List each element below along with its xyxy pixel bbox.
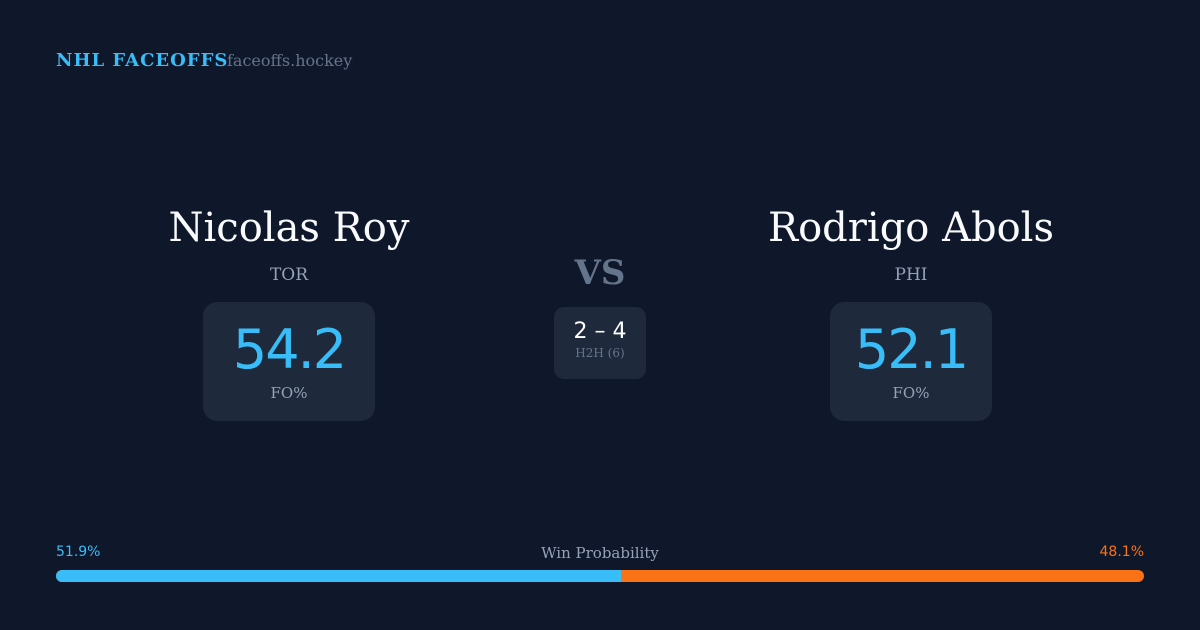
left-win-pct: 51.9% — [56, 544, 101, 560]
right-player-team: PHI — [894, 265, 928, 285]
left-fo-value: 54.2 — [232, 318, 347, 381]
h2h-label: H2H (6) — [575, 346, 625, 360]
vs-label: VS — [574, 253, 626, 293]
left-fo-label: FO% — [270, 384, 308, 402]
win-probability-left-fill — [56, 570, 621, 582]
site-domain: faceoffs.hockey — [227, 51, 353, 70]
win-probability-label: Win Probability — [541, 544, 659, 562]
win-probability-bar — [56, 570, 1144, 582]
right-fo-label: FO% — [892, 384, 930, 402]
h2h-score: 2 – 4 — [573, 319, 627, 344]
left-player-team: TOR — [269, 265, 309, 285]
right-player: Rodrigo Abols PHI — [711, 205, 1111, 285]
left-fo-card: 54.2 FO% — [203, 302, 375, 421]
h2h-card: 2 – 4 H2H (6) — [554, 307, 646, 379]
right-fo-card: 52.1 FO% — [830, 302, 992, 421]
right-fo-value: 52.1 — [854, 318, 969, 381]
right-player-name: Rodrigo Abols — [767, 205, 1054, 251]
brand-title: NHL FACEOFFS — [56, 50, 229, 71]
left-player: Nicolas Roy TOR — [89, 205, 489, 285]
left-player-name: Nicolas Roy — [168, 205, 410, 251]
right-win-pct: 48.1% — [1099, 544, 1144, 560]
